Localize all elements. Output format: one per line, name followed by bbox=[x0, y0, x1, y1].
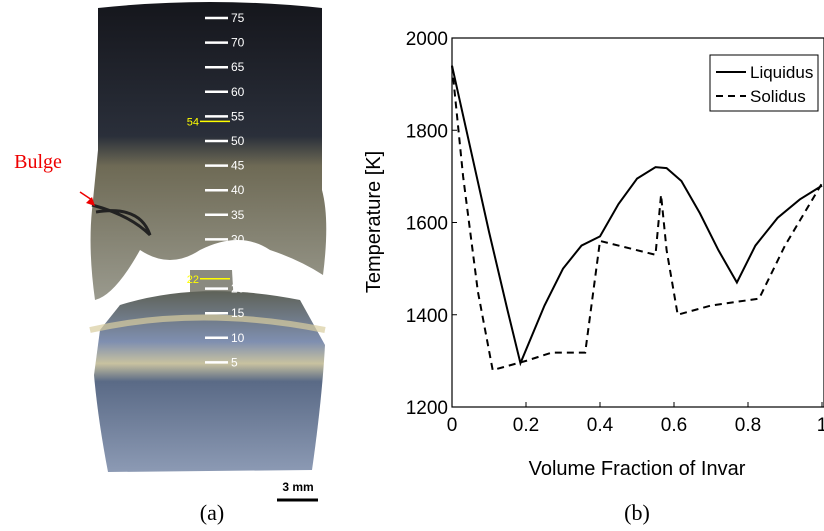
y-tick-label: 1600 bbox=[406, 214, 448, 235]
ruler-label: 15 bbox=[231, 306, 245, 320]
panel-label: (b) bbox=[624, 500, 650, 525]
ruler: 5 10 15 20 25 30 35 40 45 50 55 60 65 70 75 54 22 bbox=[187, 11, 245, 369]
bulge-arrowhead bbox=[86, 197, 95, 206]
x-tick-label: 0.4 bbox=[587, 415, 614, 436]
ruler-label: 65 bbox=[231, 60, 245, 74]
ruler-label: 70 bbox=[231, 36, 245, 50]
ruler-label: 25 bbox=[231, 257, 245, 271]
chart: Volume Fraction of Invar Temperature [K]… bbox=[363, 29, 824, 480]
x-tick-label: 0.2 bbox=[513, 415, 539, 436]
bulge-arrow bbox=[79, 191, 93, 201]
x-tick-label: 0.8 bbox=[735, 415, 761, 436]
y-tick-label: 1400 bbox=[406, 306, 448, 327]
ruler-label: 45 bbox=[231, 159, 245, 173]
scale-bar-label: 3 mm bbox=[282, 480, 313, 494]
y-axis-label: Temperature [K] bbox=[363, 151, 385, 293]
ruler-label: 20 bbox=[231, 282, 245, 296]
ruler-label: 75 bbox=[231, 11, 245, 25]
series-line bbox=[451, 65, 823, 367]
marker-label: 22 bbox=[187, 274, 199, 286]
y-tick-label: 2000 bbox=[406, 29, 448, 50]
ruler-label: 50 bbox=[231, 134, 245, 148]
legend-label: Solidus bbox=[750, 87, 806, 106]
y-tick-label: 1200 bbox=[406, 398, 448, 419]
ruler-label: 10 bbox=[231, 331, 245, 345]
x-tick-label: 1 bbox=[817, 415, 824, 436]
legend-box bbox=[709, 54, 819, 112]
specimen-photo bbox=[89, 2, 327, 472]
legend-label: Liquidus bbox=[750, 63, 813, 82]
ruler-label: 55 bbox=[231, 109, 245, 123]
x-tick-label: 0 bbox=[447, 415, 458, 436]
x-axis-label: Volume Fraction of Invar bbox=[529, 458, 746, 480]
series-line bbox=[451, 65, 823, 372]
ruler-label: 30 bbox=[231, 232, 245, 246]
marker-label: 54 bbox=[187, 116, 199, 128]
ruler-label: 40 bbox=[231, 183, 245, 197]
ruler-label: 60 bbox=[231, 85, 245, 99]
panel-label: (a) bbox=[200, 500, 224, 525]
x-tick-label: 0.6 bbox=[661, 415, 687, 436]
ruler-label: 35 bbox=[231, 208, 245, 222]
y-tick-label: 1800 bbox=[406, 121, 448, 142]
bulge-label: Bulge bbox=[14, 151, 62, 173]
ruler-label: 5 bbox=[231, 355, 238, 369]
